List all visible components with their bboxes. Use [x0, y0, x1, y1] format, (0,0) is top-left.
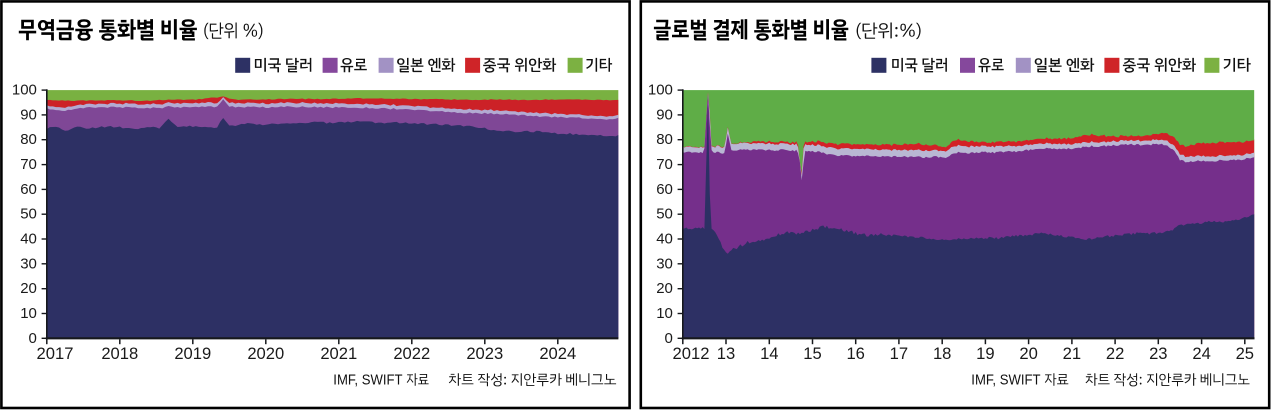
svg-text:16: 16	[846, 344, 864, 363]
svg-text:15: 15	[803, 344, 821, 363]
svg-text:20: 20	[1019, 344, 1037, 363]
svg-text:2023: 2023	[466, 344, 503, 363]
svg-text:2020: 2020	[247, 344, 284, 363]
svg-text:90: 90	[20, 106, 37, 123]
svg-text:2022: 2022	[393, 344, 430, 363]
svg-text:2018: 2018	[101, 344, 138, 363]
svg-text:22: 22	[1106, 344, 1124, 363]
svg-text:0: 0	[29, 330, 37, 347]
svg-text:50: 50	[20, 206, 37, 223]
svg-text:13: 13	[717, 344, 735, 363]
svg-text:24: 24	[1192, 344, 1210, 363]
svg-text:IMF, SWIFT: IMF, SWIFT	[971, 371, 1040, 388]
svg-text:70: 70	[20, 156, 37, 173]
svg-text:2024: 2024	[539, 344, 576, 363]
svg-text:2021: 2021	[320, 344, 357, 363]
svg-text:20: 20	[20, 280, 37, 297]
svg-text:2019: 2019	[174, 344, 211, 363]
svg-text:60: 60	[656, 181, 673, 198]
svg-text:10: 10	[20, 305, 37, 322]
svg-text:80: 80	[20, 131, 37, 148]
svg-text:17: 17	[890, 344, 908, 363]
svg-text:2017: 2017	[37, 344, 74, 363]
svg-text:21: 21	[1063, 344, 1081, 363]
svg-text:40: 40	[656, 231, 673, 248]
svg-text:18: 18	[933, 344, 951, 363]
svg-text:IMF, SWIFT: IMF, SWIFT	[333, 371, 402, 388]
svg-text:80: 80	[656, 131, 673, 148]
svg-text:30: 30	[656, 255, 673, 272]
svg-text:2012: 2012	[673, 344, 710, 363]
svg-text:70: 70	[656, 156, 673, 173]
svg-text:20: 20	[656, 280, 673, 297]
svg-text:100: 100	[648, 82, 673, 99]
svg-text:23: 23	[1149, 344, 1167, 363]
svg-text:14: 14	[760, 344, 778, 363]
svg-text:0: 0	[665, 330, 673, 347]
svg-text:19: 19	[976, 344, 994, 363]
svg-text:40: 40	[20, 231, 37, 248]
svg-text:100: 100	[12, 82, 37, 99]
svg-text:10: 10	[656, 305, 673, 322]
svg-text:25: 25	[1236, 344, 1254, 363]
svg-text:30: 30	[20, 255, 37, 272]
svg-text:50: 50	[656, 206, 673, 223]
svg-text:60: 60	[20, 181, 37, 198]
svg-text:90: 90	[656, 106, 673, 123]
